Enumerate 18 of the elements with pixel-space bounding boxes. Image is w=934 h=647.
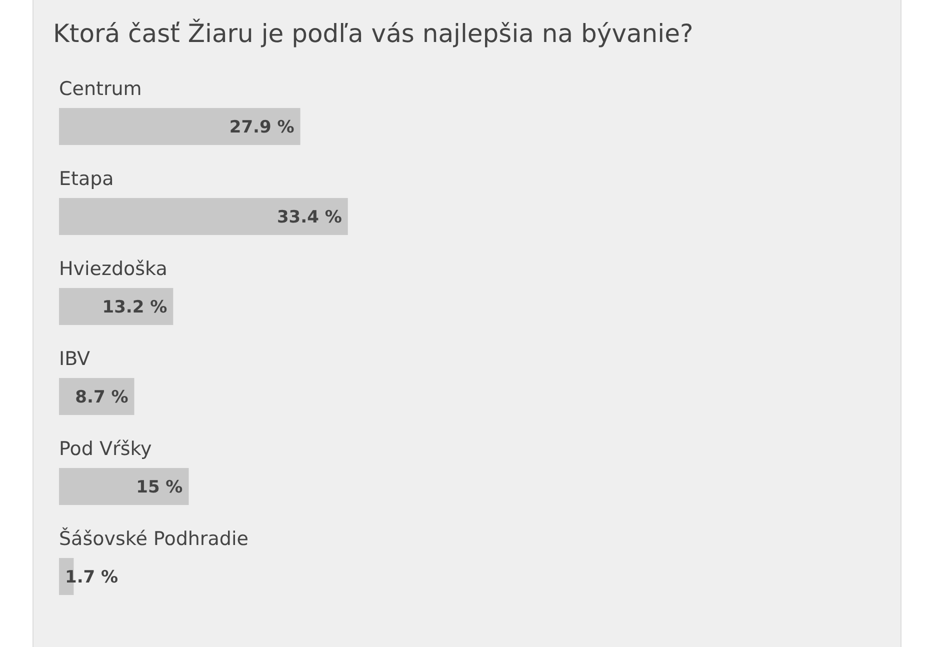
bar [59,198,348,235]
y-tick-label: Hviezdoška [59,258,168,280]
data-label: 1.7 % [65,568,118,588]
data-label: 27.9 % [229,118,294,138]
data-label: 33.4 % [276,208,342,228]
y-tick-label: Šášovské Podhradie [59,527,248,550]
bar [59,108,300,145]
y-tick-label: Pod Vŕšky [59,438,152,460]
bar [59,288,174,325]
y-tick-label: IBV [59,348,90,370]
chart-title: Ktorá časť Žiaru je podľa vás najlepšia na bývanie? [53,18,694,48]
bar [59,378,134,415]
bar [59,468,189,505]
data-label: 8.7 % [75,388,128,408]
data-label: 15 % [136,478,183,498]
data-label: 13.2 % [102,298,168,318]
y-tick-label: Etapa [59,168,114,190]
y-tick-label: Centrum [59,78,142,100]
